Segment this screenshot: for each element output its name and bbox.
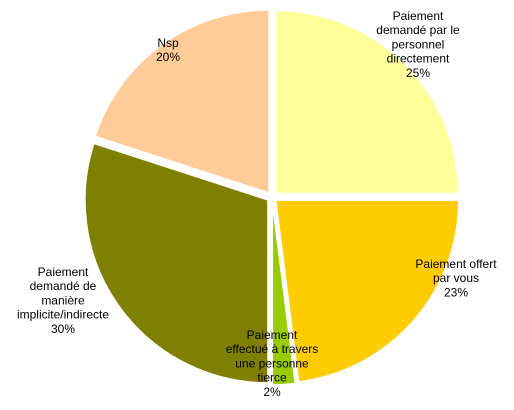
slice-label-line: Nsp [157,36,179,50]
slice-label-line: demandé par le [376,23,460,37]
pie-slice-4 [94,9,270,194]
slice-label-4: Nsp 20% [156,36,180,64]
slice-label-line: personnel [392,37,445,51]
slice-label-line: par vous [433,271,479,285]
slice-label-1: Paiement offert par vous 23% [415,257,497,299]
slice-label-0: Paiement demandé par le personnel directeme… [376,9,460,80]
slice-label-3: Paiement demandé de manière implicite/indir… [17,265,109,336]
slice-value-label: 20% [156,50,180,64]
slice-label-line: implicite/indirecte [17,308,109,322]
slice-label-line: effectué à travers [226,342,319,356]
pie-slice-2 [271,201,297,386]
slice-label-line: tierce [257,371,287,385]
slice-label-line: manière [41,293,85,307]
slice-label-line: Paiement [247,328,298,342]
slice-label-2: Paiement effectué à travers une personne ti… [226,328,319,399]
slice-value-label: 23% [444,285,468,299]
pie-slice-0 [274,9,460,195]
slice-label-line: une personne [235,356,309,370]
pie-slice-1 [274,199,460,383]
slice-label-line: demandé de [30,279,97,293]
slice-label-line: Paiement offert [415,257,497,271]
slice-value-label: 25% [406,66,430,80]
pie-slice-3 [84,142,269,384]
slice-value-label: 30% [51,322,75,336]
slice-label-line: Paiement [393,9,444,23]
slice-label-line: Paiement [38,265,89,279]
slice-value-label: 2% [263,385,281,399]
slice-label-line: directement [387,52,450,66]
